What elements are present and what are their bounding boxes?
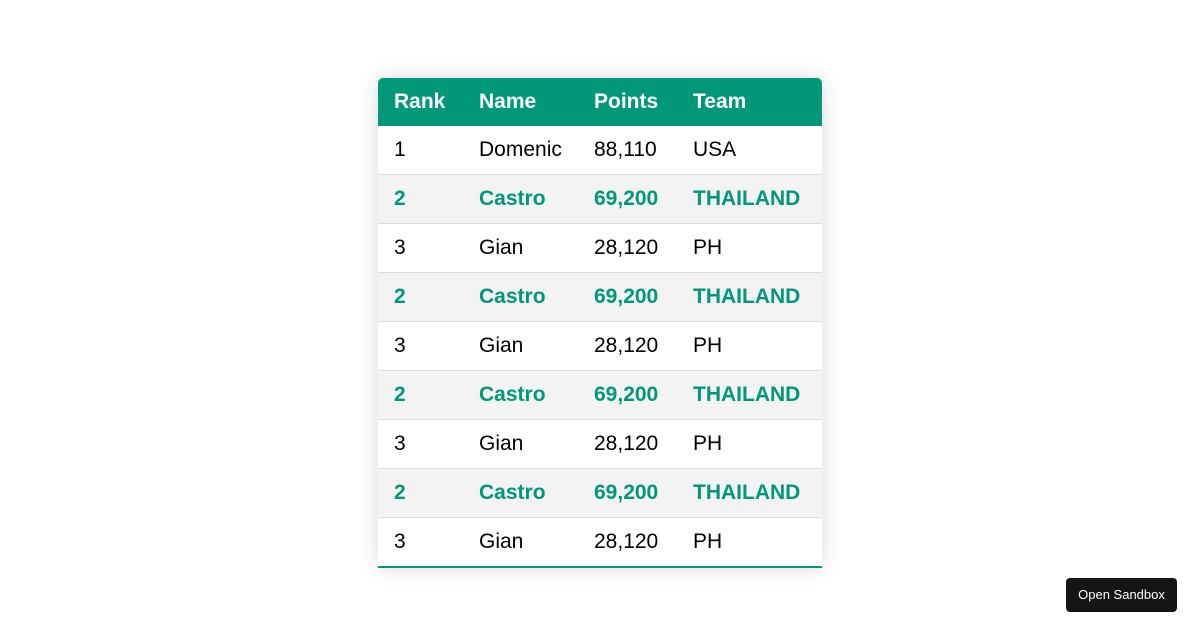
cell-points: 28,120 — [578, 419, 677, 469]
cell-rank: 1 — [378, 126, 463, 175]
table-row: 2 Castro 69,200 THAILAND — [378, 174, 822, 224]
cell-points: 69,200 — [578, 272, 677, 322]
cell-name: Castro — [463, 370, 578, 420]
cell-team: PH — [677, 223, 822, 273]
cell-name: Domenic — [463, 126, 578, 175]
cell-team: THAILAND — [677, 174, 822, 224]
cell-team: THAILAND — [677, 468, 822, 518]
cell-points: 69,200 — [578, 468, 677, 518]
cell-rank: 2 — [378, 272, 463, 322]
cell-points: 28,120 — [578, 223, 677, 273]
table-row: 2 Castro 69,200 THAILAND — [378, 370, 822, 420]
table-row: 3 Gian 28,120 PH — [378, 223, 822, 273]
cell-team: PH — [677, 419, 822, 469]
open-sandbox-button[interactable]: Open Sandbox — [1066, 578, 1177, 612]
cell-name: Castro — [463, 174, 578, 224]
cell-rank: 3 — [394, 530, 406, 553]
table-body: 1 Domenic 88,110 USA 2 Castro 69,200 THA… — [378, 126, 822, 566]
cell-name: Castro — [463, 272, 578, 322]
cell-name: Castro — [463, 468, 578, 518]
cell-team: THAILAND — [677, 272, 822, 322]
table-header-row: Rank Name Points Team — [378, 78, 822, 126]
cell-team: PH — [677, 321, 822, 371]
cell-name: Gian — [479, 530, 524, 553]
header-team: Team — [693, 90, 747, 113]
table-row: 2 Castro 69,200 THAILAND — [378, 272, 822, 322]
leaderboard-table: Rank Name Points Team 1 Domenic 88,110 U… — [378, 78, 822, 566]
cell-points: 69,200 — [578, 370, 677, 420]
cell-points: 28,120 — [594, 530, 659, 553]
table-row: 3 Gian 28,120 PH — [378, 518, 822, 567]
header-rank: Rank — [394, 90, 446, 113]
cell-rank: 2 — [378, 174, 463, 224]
cell-rank: 3 — [378, 419, 463, 469]
cell-rank: 3 — [378, 223, 463, 273]
table-row: 3 Gian 28,120 PH — [378, 419, 822, 469]
cell-team: PH — [693, 530, 723, 553]
header-name: Name — [479, 90, 537, 113]
cell-team: USA — [677, 126, 822, 175]
table-row: 3 Gian 28,120 PH — [378, 321, 822, 371]
header-points: Points — [594, 90, 659, 113]
leaderboard-table-container: Rank Name Points Team 1 Domenic 88,110 U… — [378, 78, 822, 568]
cell-name: Gian — [463, 419, 578, 469]
table-header: Rank Name Points Team — [378, 78, 822, 126]
cell-points: 28,120 — [578, 321, 677, 371]
table-row: 2 Castro 69,200 THAILAND — [378, 468, 822, 518]
cell-name: Gian — [463, 321, 578, 371]
cell-team: THAILAND — [677, 370, 822, 420]
cell-points: 69,200 — [578, 174, 677, 224]
cell-rank: 3 — [378, 321, 463, 371]
cell-rank: 2 — [378, 370, 463, 420]
cell-name: Gian — [463, 223, 578, 273]
cell-rank: 2 — [378, 468, 463, 518]
table-row: 1 Domenic 88,110 USA — [378, 126, 822, 175]
cell-points: 88,110 — [578, 126, 677, 175]
